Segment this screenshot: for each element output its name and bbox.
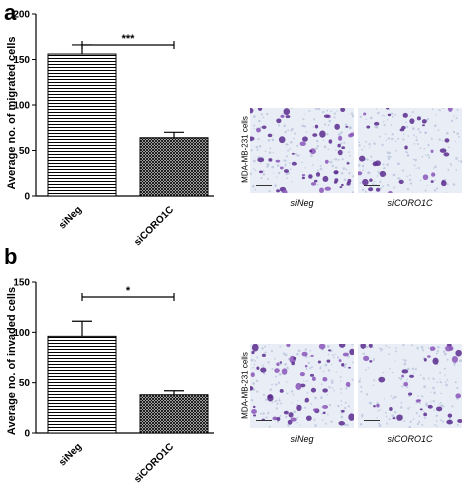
micrograph-a-sineg [250,108,354,193]
error-bar [164,131,184,138]
y-tick-label: 150 [13,55,30,66]
y-tick-label: 0 [24,192,30,203]
panel-letter-b: b [4,244,18,269]
significance-label: *** [122,33,136,45]
micrograph-label-sineg-a: siNeg [290,198,314,208]
micrograph-side-label-b: MDA-MB-231 cells [240,352,250,419]
micrograph-side-label-a: MDA-MB-231 cells [240,116,250,183]
scale-bar [256,185,272,186]
scale-bar [256,420,272,421]
scale-bar [364,185,380,186]
micrograph-label-sineg-b: siNeg [290,434,314,444]
y-tick-label: 50 [19,146,31,157]
panel-letter-a: a [4,0,17,25]
bar-sineg [47,53,117,197]
scale-bar [364,420,380,421]
micrograph-b-sicoro1c [358,344,462,428]
micrograph-label-sicoro1c-b: siCORO1C [387,434,433,444]
micrograph-a-sicoro1c [358,108,462,193]
micrograph-label-sicoro1c-a: siCORO1C [387,198,433,208]
micrograph-b-sineg [250,344,354,428]
y-tick-label: 100 [13,101,30,112]
y-tick-label: 200 [13,10,30,21]
x-tick-label: siCORO1C [132,204,176,248]
bar-sicoro1c [139,137,209,197]
y-axis-label-b: Average no. of invaded cells [6,286,18,436]
significance-bracket [81,41,175,49]
x-tick-label: siNeg [57,204,84,231]
